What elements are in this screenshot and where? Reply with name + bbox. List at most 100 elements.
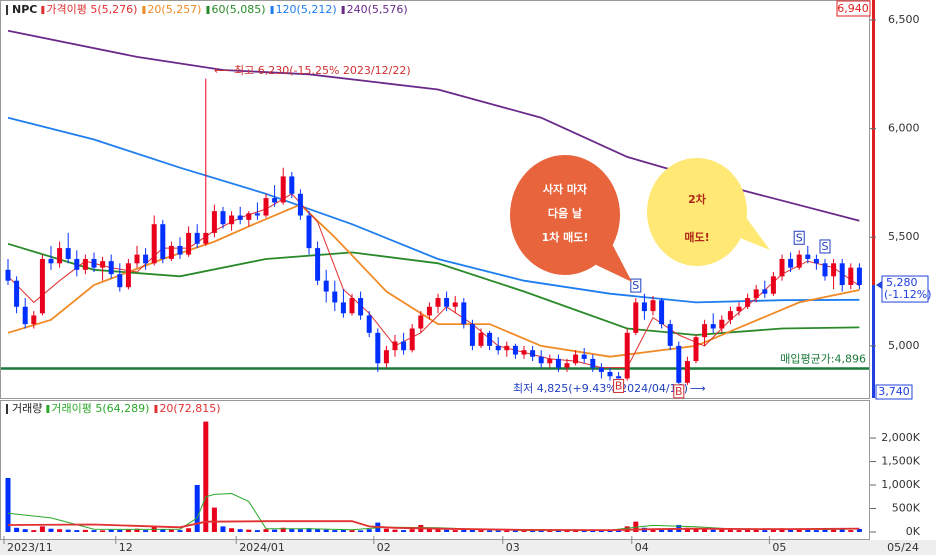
moving-average xyxy=(7,520,860,532)
y-tick-label: 5,000 xyxy=(888,339,920,352)
price-panel-frame xyxy=(0,0,870,399)
candle-body xyxy=(555,358,561,368)
volume-bar xyxy=(91,530,97,532)
volume-bar xyxy=(297,529,303,532)
volume-bar xyxy=(134,528,140,532)
volume-bar xyxy=(478,530,484,532)
candle-body xyxy=(392,341,398,351)
candle-body xyxy=(22,306,28,325)
candle-body xyxy=(151,224,157,264)
volume-bar xyxy=(272,529,278,532)
candle-body xyxy=(633,302,639,333)
candle-body xyxy=(100,261,106,268)
candle-body xyxy=(280,176,286,203)
volume-bar xyxy=(555,530,561,532)
candle-body xyxy=(564,363,570,368)
candle-body xyxy=(641,302,647,312)
candle-body xyxy=(753,289,759,299)
candle-body xyxy=(624,332,630,379)
volume-bar xyxy=(383,528,389,532)
candle-body xyxy=(444,298,450,307)
volume-bar xyxy=(702,528,708,532)
candle-body xyxy=(418,315,424,329)
candle-body xyxy=(349,298,355,314)
volume-bar xyxy=(426,528,432,532)
current-price: 5,280 xyxy=(886,276,918,289)
volume-bar xyxy=(392,529,398,532)
callout-text: 다음 날 xyxy=(548,206,582,220)
candle-body xyxy=(719,319,725,329)
upper-limit: 6,940 xyxy=(837,2,869,15)
candle-body xyxy=(134,254,140,264)
volume-y-tick-label: 0K xyxy=(906,525,921,538)
candle-body xyxy=(5,269,11,281)
volume-bar xyxy=(839,528,845,532)
candle-body xyxy=(229,215,235,225)
volume-bar xyxy=(564,530,570,532)
volume-bar xyxy=(590,530,596,532)
x-tick-label: 12 xyxy=(119,541,133,554)
volume-bar xyxy=(203,421,209,532)
callout-text: 2차 xyxy=(688,192,707,206)
volume-bar xyxy=(727,529,733,532)
upper-gauge xyxy=(872,0,875,285)
candle-body xyxy=(693,337,699,362)
volume-bar xyxy=(409,529,415,532)
candle-body xyxy=(676,345,682,383)
volume-bar xyxy=(538,530,544,532)
candle-body xyxy=(659,300,665,325)
volume-bar xyxy=(667,528,673,532)
candle-body xyxy=(650,300,656,312)
volume-bar xyxy=(48,528,54,532)
candle-body xyxy=(289,176,295,194)
legend-swatch xyxy=(206,6,210,14)
legend-swatch xyxy=(341,6,345,14)
candle-body xyxy=(788,258,794,268)
volume-bar xyxy=(684,527,690,532)
candle-body xyxy=(839,263,845,286)
legend-entry: 가격이평 5(5,276) xyxy=(46,3,137,16)
candle-body xyxy=(211,211,217,233)
x-axis-bar xyxy=(0,540,936,555)
volume-bar xyxy=(530,530,536,532)
volume-bar xyxy=(813,530,819,532)
legend-swatch xyxy=(46,405,50,413)
volume-bar xyxy=(547,530,553,532)
volume-bar xyxy=(246,529,252,532)
trade-marker-label: S xyxy=(796,231,803,244)
candle-body xyxy=(383,350,389,364)
volume-bar xyxy=(848,530,854,532)
legend-entry: 20(5,257) xyxy=(147,3,201,16)
candle-body xyxy=(14,280,20,307)
volume-bar xyxy=(469,529,475,532)
high-arrow: ⟵ xyxy=(214,64,230,77)
volume-bar xyxy=(186,528,192,532)
volume-bar xyxy=(57,529,63,532)
candle-body xyxy=(796,254,802,268)
candle-body xyxy=(487,332,493,346)
volume-bar xyxy=(280,527,286,532)
volume-bar xyxy=(108,529,114,532)
candle-body xyxy=(745,298,751,307)
candle-body xyxy=(82,258,88,270)
x-tick-label: 2024/01 xyxy=(239,541,285,554)
candle-body xyxy=(332,291,338,303)
volume-bar xyxy=(401,530,407,532)
volume-panel-frame xyxy=(0,400,870,540)
volume-bar xyxy=(229,528,235,532)
lower-gauge xyxy=(872,285,875,398)
candle-body xyxy=(272,198,278,203)
last-date: 05/24 xyxy=(887,541,919,554)
volume-bar xyxy=(143,530,149,532)
callout-bubble xyxy=(510,155,620,275)
header-mark xyxy=(6,5,8,15)
candle-body xyxy=(538,356,544,364)
volume-bar xyxy=(753,529,759,532)
volume-bar xyxy=(39,526,45,532)
y-tick-label: 6,500 xyxy=(888,13,920,26)
volume-bar xyxy=(168,529,174,532)
candle-body xyxy=(710,324,716,329)
candle-body xyxy=(452,302,458,307)
candle-body xyxy=(547,358,553,364)
